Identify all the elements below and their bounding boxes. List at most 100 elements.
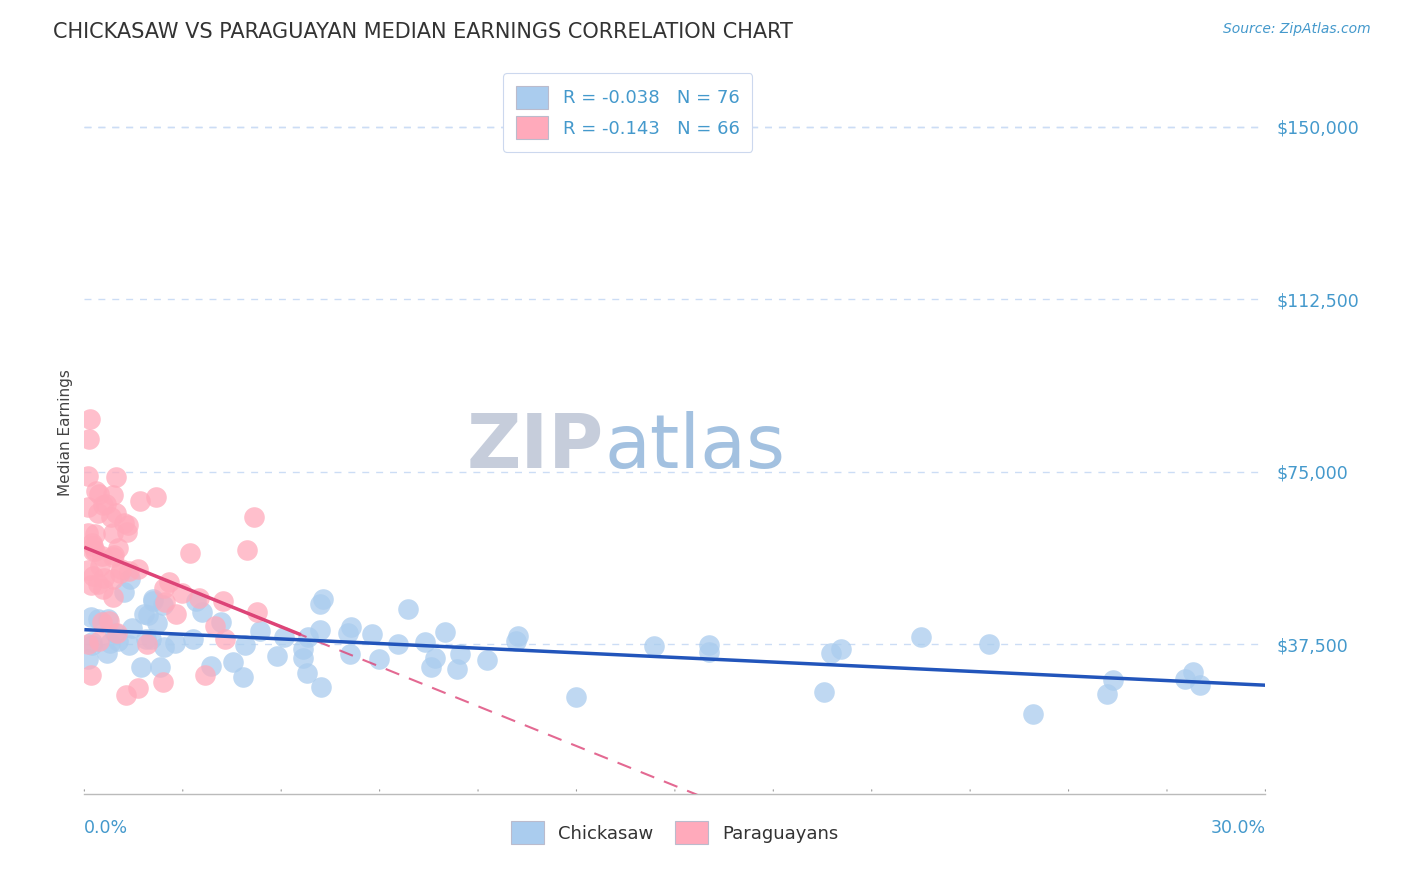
Point: [249, 624, 271, 639]
Point: [77, 651, 100, 665]
Point: [112, 585, 135, 599]
Point: [104, 626, 127, 640]
Point: [339, 620, 361, 634]
Text: Source: ZipAtlas.com: Source: ZipAtlas.com: [1223, 22, 1371, 37]
Point: [80, 535, 103, 549]
Point: [108, 566, 131, 580]
Point: [214, 632, 236, 646]
Y-axis label: Median Earnings: Median Earnings: [58, 369, 73, 496]
Point: [413, 635, 436, 649]
Point: [127, 562, 149, 576]
Point: [187, 591, 209, 605]
Point: [200, 658, 222, 673]
Point: [142, 594, 165, 608]
Point: [152, 598, 174, 612]
Point: [153, 581, 176, 595]
Point: [163, 636, 186, 650]
Point: [246, 606, 269, 620]
Point: [87, 612, 110, 626]
Point: [419, 660, 441, 674]
Point: [107, 634, 129, 648]
Point: [204, 619, 226, 633]
Point: [77, 468, 100, 483]
Point: [1022, 707, 1045, 722]
Point: [153, 595, 176, 609]
Point: [292, 651, 315, 665]
Point: [291, 642, 314, 657]
Point: [181, 632, 204, 646]
Point: [101, 572, 124, 586]
Point: [165, 607, 187, 621]
Point: [309, 681, 332, 695]
Point: [117, 517, 139, 532]
Point: [1188, 678, 1211, 692]
Point: [1097, 687, 1119, 701]
Point: [339, 647, 361, 661]
Point: [89, 558, 111, 573]
Point: [97, 612, 120, 626]
Point: [146, 616, 169, 631]
Point: [96, 497, 118, 511]
Point: [96, 646, 118, 660]
Point: [336, 625, 359, 640]
Point: [425, 650, 447, 665]
Point: [80, 609, 103, 624]
Point: [266, 648, 288, 663]
Point: [193, 668, 215, 682]
Point: [1101, 673, 1123, 688]
Point: [308, 623, 330, 637]
Text: ZIP: ZIP: [467, 410, 605, 483]
Text: CHICKASAW VS PARAGUAYAN MEDIAN EARNINGS CORRELATION CHART: CHICKASAW VS PARAGUAYAN MEDIAN EARNINGS …: [53, 22, 793, 42]
Point: [145, 490, 167, 504]
Point: [830, 642, 852, 657]
Point: [77, 564, 100, 578]
Point: [297, 631, 319, 645]
Point: [93, 571, 115, 585]
Point: [101, 549, 124, 564]
Text: 0.0%: 0.0%: [84, 819, 128, 837]
Point: [211, 594, 233, 608]
Point: [142, 592, 165, 607]
Point: [89, 487, 111, 501]
Point: [105, 506, 128, 520]
Point: [273, 631, 295, 645]
Point: [104, 470, 127, 484]
Point: [84, 483, 107, 498]
Point: [87, 506, 110, 520]
Point: [79, 411, 101, 425]
Point: [697, 639, 720, 653]
Point: [77, 525, 100, 540]
Point: [309, 597, 332, 611]
Point: [152, 674, 174, 689]
Point: [103, 548, 125, 562]
Point: [128, 493, 150, 508]
Text: atlas: atlas: [605, 410, 785, 483]
Point: [103, 590, 125, 604]
Point: [91, 549, 114, 564]
Point: [127, 681, 149, 695]
Point: [172, 586, 194, 600]
Point: [115, 688, 138, 702]
Point: [977, 636, 1000, 650]
Point: [209, 615, 232, 630]
Point: [387, 637, 409, 651]
Point: [82, 544, 104, 558]
Point: [82, 638, 104, 652]
Point: [100, 510, 122, 524]
Point: [120, 572, 142, 586]
Point: [101, 525, 124, 540]
Point: [91, 582, 114, 597]
Point: [110, 562, 132, 576]
Point: [565, 690, 588, 704]
Point: [186, 593, 208, 607]
Point: [135, 632, 157, 646]
Point: [149, 660, 172, 674]
Point: [91, 498, 114, 512]
Point: [118, 638, 141, 652]
Point: [121, 621, 143, 635]
Point: [135, 637, 157, 651]
Point: [396, 602, 419, 616]
Text: 30.0%: 30.0%: [1211, 819, 1265, 837]
Point: [1181, 665, 1204, 679]
Point: [97, 615, 120, 629]
